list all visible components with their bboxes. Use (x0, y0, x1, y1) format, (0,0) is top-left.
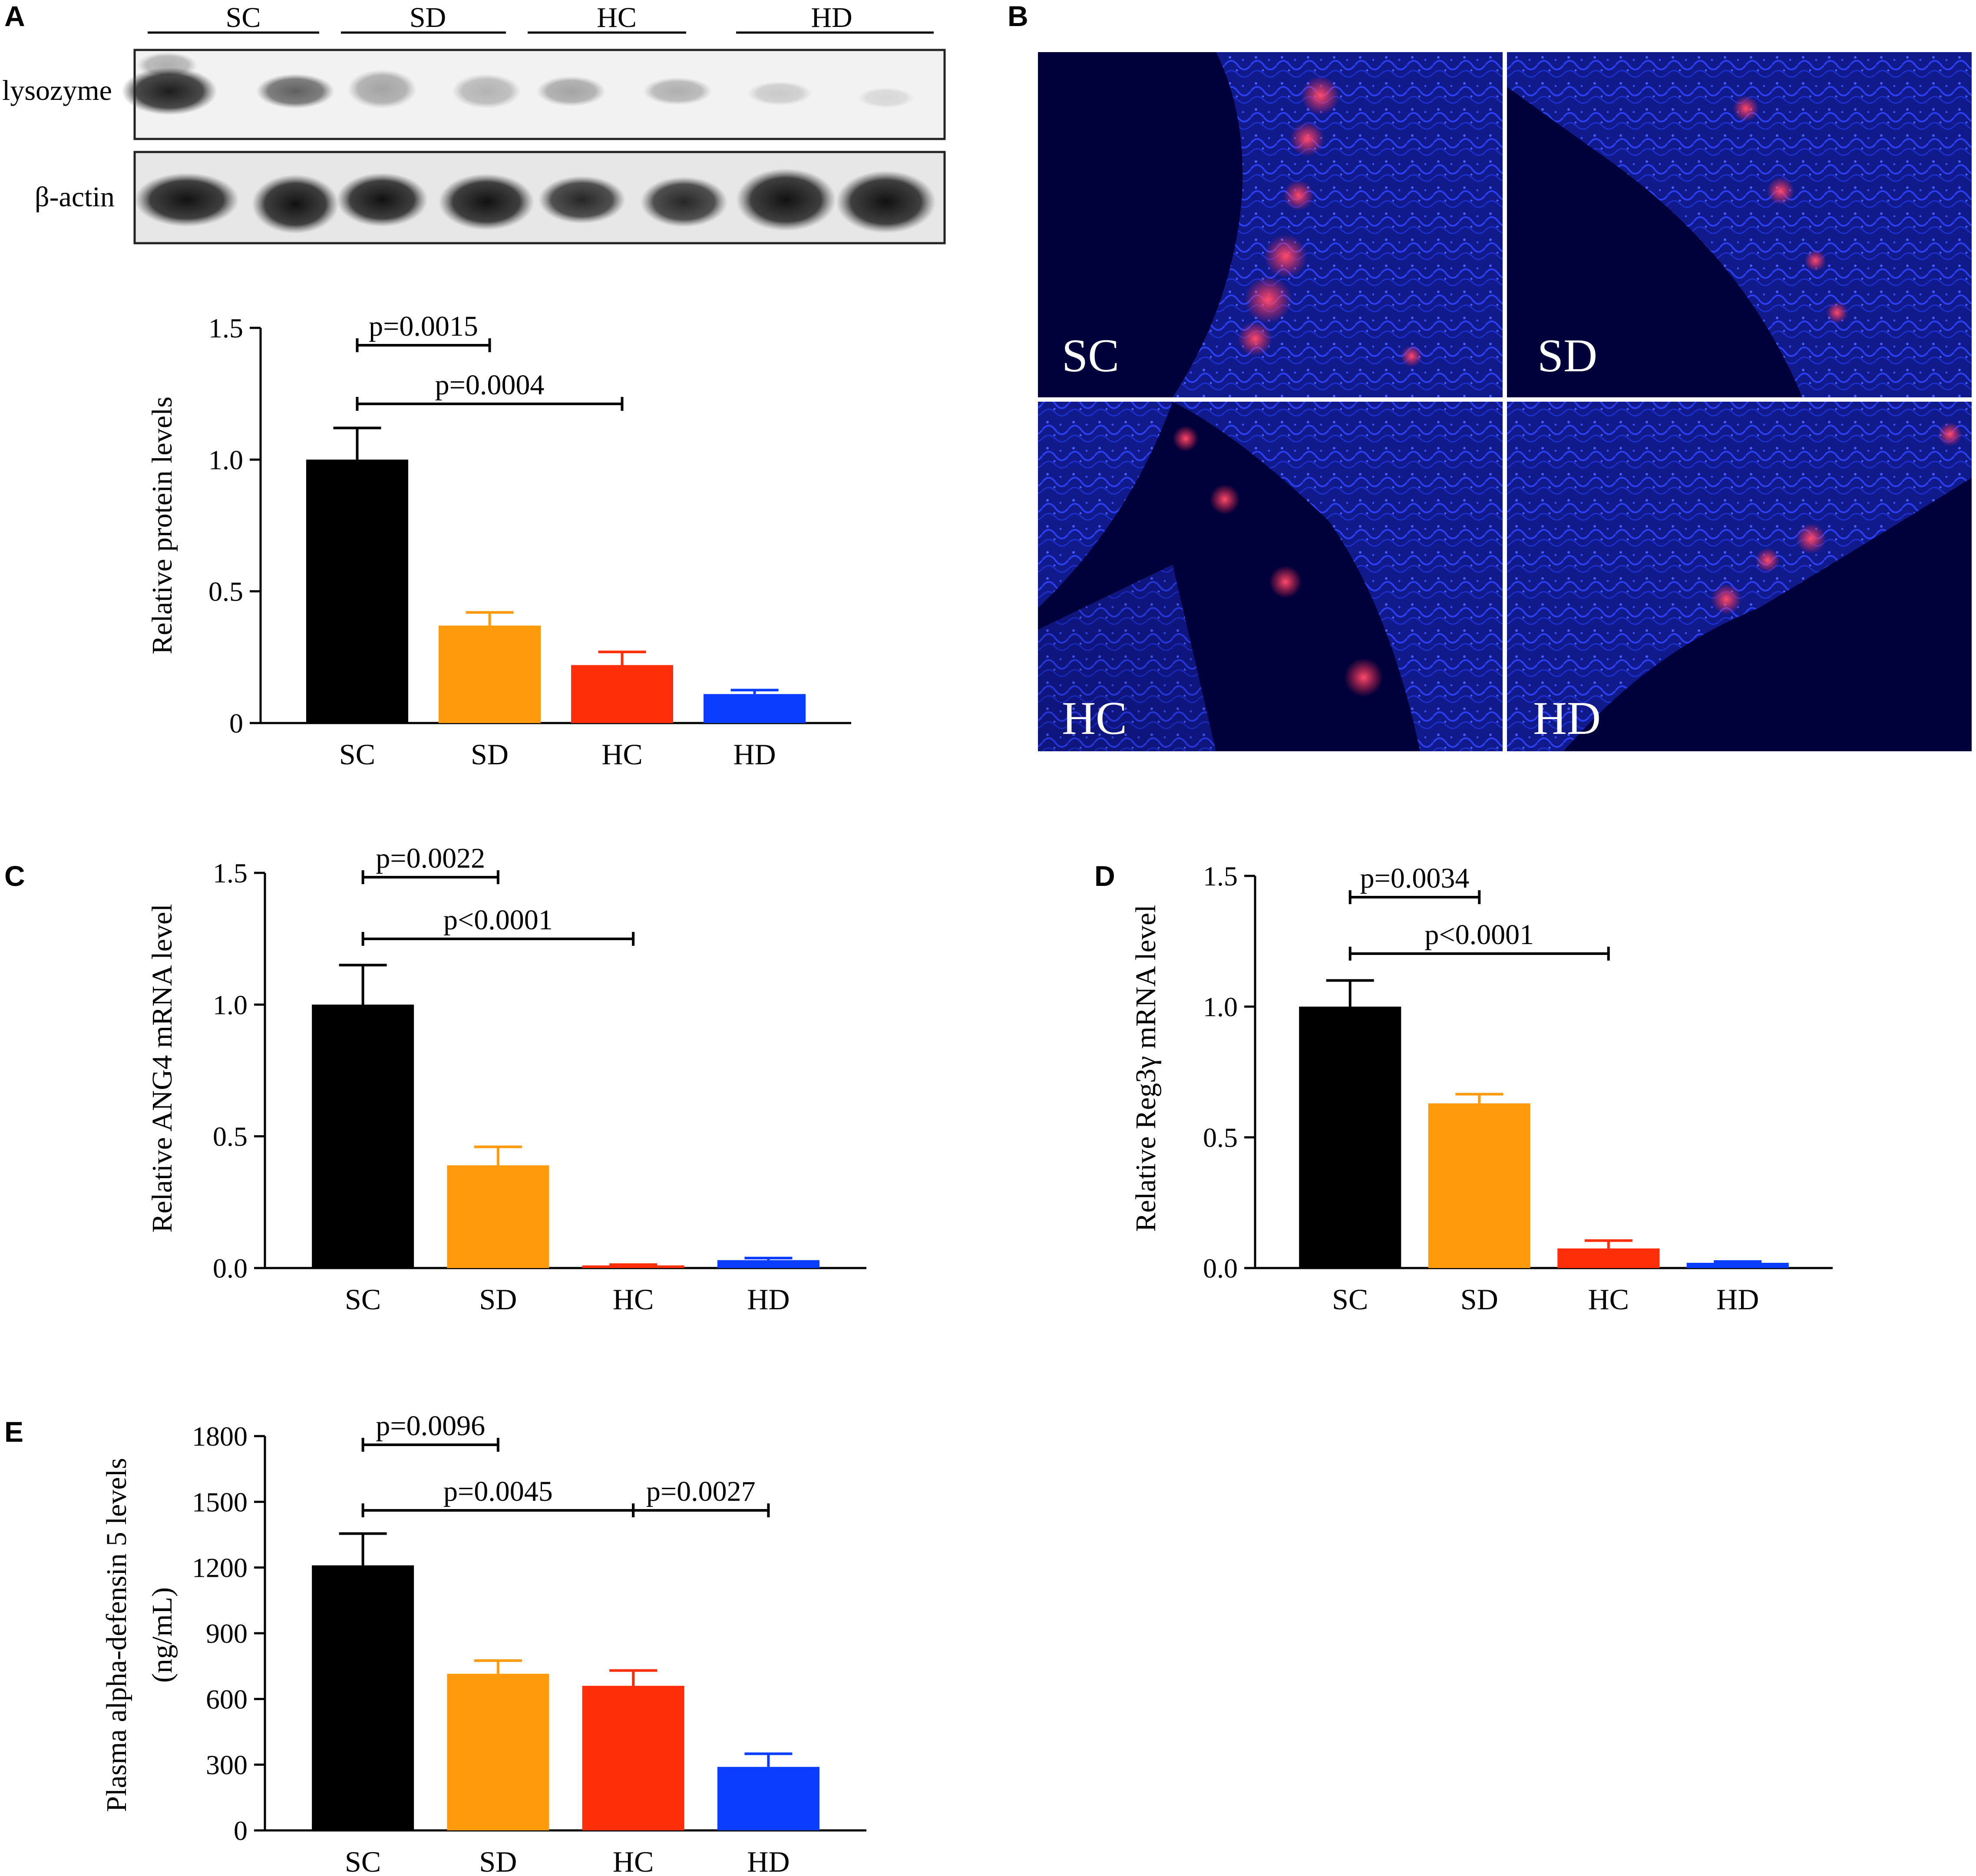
y-tick-label: 900 (206, 1618, 248, 1649)
p-value-label: p<0.0001 (1424, 919, 1534, 951)
x-tick-label-hd: HD (733, 738, 776, 771)
y-tick-label: 1800 (192, 1421, 248, 1452)
y-tick-label: 0.0 (213, 1253, 248, 1284)
y-tick-label: 300 (206, 1750, 248, 1780)
y-tick-label: 1.0 (208, 444, 243, 475)
bar-hc (1557, 1248, 1660, 1268)
micrograph-label-hd: HD (1533, 693, 1601, 744)
bar-sd (439, 625, 541, 723)
western-blot: SC SD HC HD lysozyme β-actin (2, 2, 946, 244)
bar-hc (582, 1265, 684, 1268)
x-tick-label-sc: SC (1332, 1283, 1368, 1316)
bar-hd (717, 1767, 819, 1830)
x-tick-label-hd: HD (747, 1845, 790, 1876)
panel-label-b: B (1008, 0, 1028, 32)
micrograph-grid: SC SD HC (1038, 52, 1972, 751)
blot-row-label-lysozyme: lysozyme (2, 75, 112, 106)
y-tick-label: 1.0 (213, 989, 248, 1020)
bar-hc (571, 665, 673, 723)
y-tick-label: 0.5 (1203, 1122, 1238, 1153)
y-tick-label: 1.5 (208, 313, 243, 343)
y-tick-label: 1.5 (213, 858, 248, 888)
x-tick-label-sd: SD (1461, 1283, 1498, 1316)
actin-bands (135, 168, 936, 234)
y-axis-label: Relative Reg3γ mRNA level (1130, 905, 1162, 1232)
y-axis-unit-label: (ng/mL) (146, 1587, 178, 1683)
panel-label-d: D (1094, 860, 1115, 892)
bar-sd (1428, 1103, 1530, 1268)
bar-sd (447, 1165, 549, 1268)
y-tick-label: 0 (229, 708, 243, 739)
micrograph-sc: SC (1062, 52, 1503, 397)
y-tick-label: 0.5 (213, 1121, 248, 1152)
chart-a-protein: 0 0.5 1.0 1.5 Relative protein levels SC SD HC H… (146, 310, 851, 771)
y-tick-label: 0.0 (1203, 1253, 1238, 1284)
micrograph-hc: HC (1038, 402, 1503, 751)
y-tick-label: 0.5 (208, 576, 243, 607)
micrograph-label-sc: SC (1062, 330, 1119, 382)
panel-label-a: A (4, 0, 25, 32)
blot-group-hd: HD (811, 2, 852, 33)
x-tick-label-sc: SC (345, 1845, 381, 1876)
x-tick-label-hc: HC (613, 1283, 654, 1316)
x-tick-label-sd: SD (471, 738, 509, 771)
x-tick-label-hd: HD (1716, 1283, 1759, 1316)
p-value-label: p=0.0034 (1360, 862, 1470, 894)
p-value-label: p=0.0045 (443, 1476, 553, 1507)
x-tick-label-hc: HC (601, 738, 642, 771)
bar-hc (582, 1686, 684, 1830)
chart-d-reg3g: 0.0 0.5 1.0 1.5 Relative Reg3γ mRNA level SC S… (1130, 861, 1833, 1316)
lysozyme-bands (122, 52, 914, 115)
x-tick-label-hc: HC (613, 1845, 654, 1876)
panel-label-c: C (4, 860, 25, 892)
x-tick-label-sc: SC (345, 1283, 381, 1316)
y-axis-label: Relative ANG4 mRNA level (146, 904, 178, 1232)
y-tick-label: 600 (206, 1684, 248, 1714)
bar-sc (1299, 1007, 1401, 1268)
micrograph-label-hc: HC (1062, 693, 1127, 744)
p-value-label: p=0.0096 (376, 1410, 485, 1442)
bar-sc (312, 1565, 414, 1830)
p-value-label: p=0.0027 (646, 1476, 756, 1507)
panel-label-e: E (4, 1416, 23, 1448)
bar-hd (704, 694, 806, 723)
y-tick-label: 1.5 (1203, 861, 1238, 892)
x-tick-label-hd: HD (747, 1283, 790, 1316)
micrograph-hd: HD (1507, 402, 1972, 751)
x-tick-label-sd: SD (479, 1283, 517, 1316)
blot-row-label-actin: β-actin (35, 181, 115, 213)
p-value-label: p<0.0001 (443, 904, 553, 936)
blot-group-hc: HC (597, 2, 637, 33)
micrograph-sd: SD (1507, 52, 1972, 397)
y-axis-label: Relative protein levels (146, 396, 178, 654)
blot-group-sd: SD (410, 2, 446, 33)
y-tick-label: 1200 (192, 1552, 248, 1583)
bar-hd (717, 1260, 819, 1268)
micrograph-label-sd: SD (1537, 330, 1597, 382)
x-tick-label-sc: SC (339, 738, 375, 771)
y-axis-label: Plasma alpha-defensin 5 levels (101, 1458, 132, 1812)
bar-sc (312, 1004, 414, 1268)
p-value-label: p=0.0015 (369, 310, 478, 342)
y-tick-label: 1.0 (1203, 991, 1238, 1022)
bar-sc (306, 459, 408, 723)
bar-hd (1686, 1262, 1789, 1268)
y-tick-label: 0 (234, 1815, 248, 1846)
bar-sd (447, 1674, 549, 1830)
chart-e-defensin: 0 300 600 900 1200 1500 1800 Plasma alpha-defen… (101, 1410, 866, 1876)
x-tick-label-hc: HC (1588, 1283, 1629, 1316)
blot-group-sc: SC (226, 2, 261, 33)
blot-group-headers: SC SD HC HD (148, 2, 934, 34)
x-tick-label-sd: SD (479, 1845, 517, 1876)
chart-c-ang4: 0.0 0.5 1.0 1.5 Relative ANG4 mRNA level SC SD… (146, 842, 866, 1316)
p-value-label: p=0.0004 (435, 369, 545, 401)
y-tick-label: 1500 (192, 1486, 248, 1517)
p-value-label: p=0.0022 (376, 842, 485, 874)
